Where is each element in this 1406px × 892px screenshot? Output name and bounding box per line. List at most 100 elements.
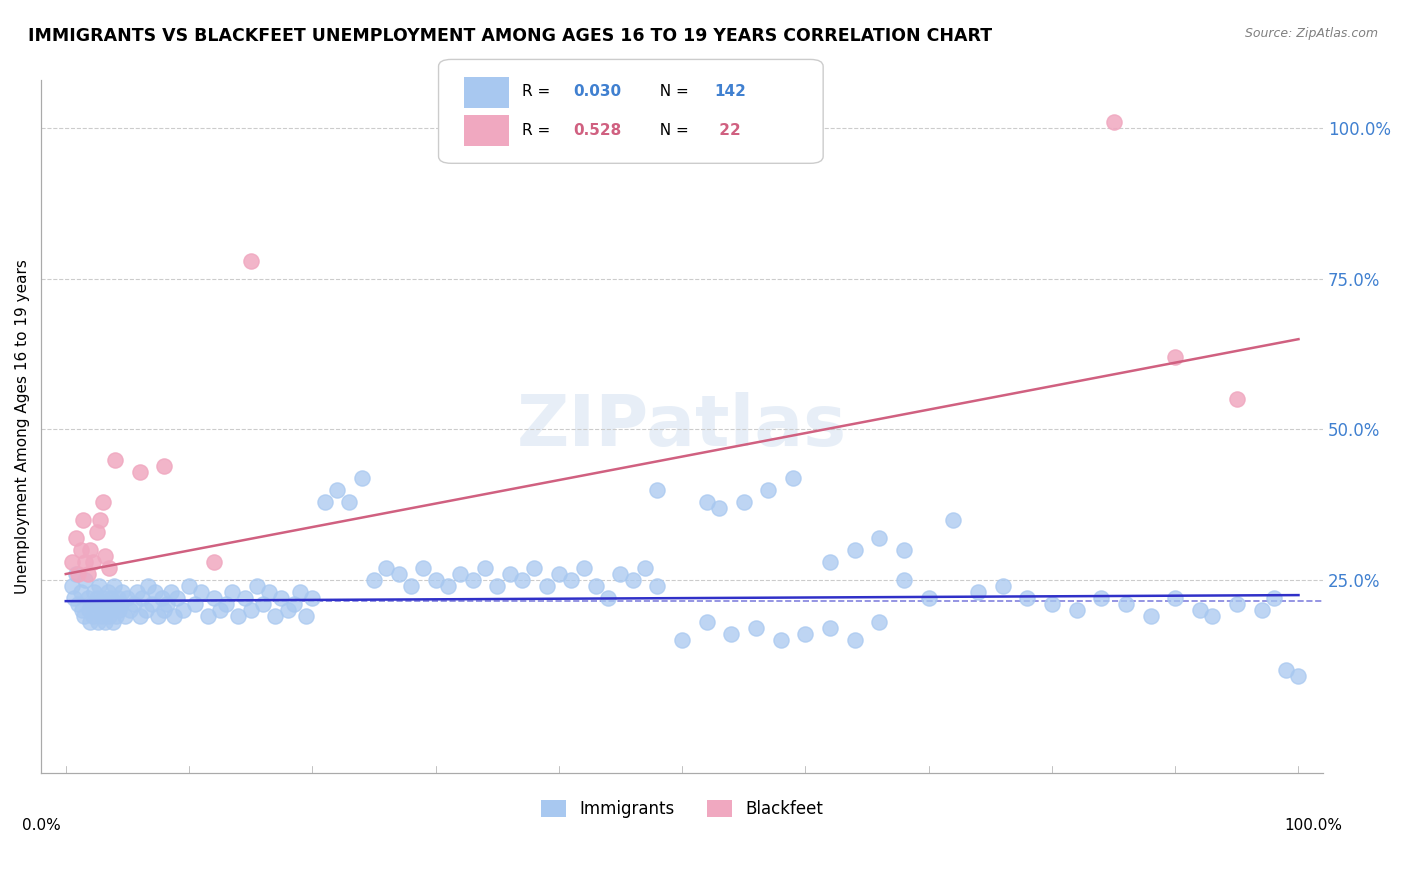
Text: R =: R =: [522, 85, 555, 100]
Point: [425, 573, 447, 587]
Point: [252, 597, 274, 611]
Point: [523, 561, 546, 575]
Text: 0.0%: 0.0%: [22, 818, 60, 833]
Point: [1066, 603, 1088, 617]
Point: [758, 483, 780, 497]
Point: [350, 471, 373, 485]
Point: [647, 483, 669, 497]
Point: [83, 585, 105, 599]
Point: [128, 609, 150, 624]
Point: [128, 465, 150, 479]
Point: [82, 555, 104, 569]
Point: [77, 603, 100, 617]
Point: [1275, 664, 1298, 678]
Point: [295, 609, 318, 624]
Point: [301, 591, 323, 606]
Point: [65, 531, 87, 545]
Point: [94, 549, 117, 563]
Point: [1164, 591, 1187, 606]
Point: [720, 627, 742, 641]
Point: [233, 591, 256, 606]
Point: [283, 597, 305, 611]
Point: [72, 513, 94, 527]
Point: [80, 597, 103, 611]
Text: 142: 142: [714, 85, 747, 100]
Point: [77, 591, 100, 606]
Point: [153, 603, 176, 617]
Point: [536, 579, 558, 593]
Text: 22: 22: [714, 122, 741, 137]
Point: [97, 561, 120, 575]
Point: [60, 555, 83, 569]
Point: [1102, 115, 1125, 129]
Point: [560, 573, 582, 587]
Point: [375, 561, 398, 575]
Y-axis label: Unemployment Among Ages 16 to 19 years: Unemployment Among Ages 16 to 19 years: [15, 259, 30, 594]
Point: [135, 603, 157, 617]
Point: [572, 561, 595, 575]
Point: [197, 609, 219, 624]
Point: [117, 591, 139, 606]
Point: [148, 609, 170, 624]
Point: [87, 579, 110, 593]
Point: [77, 567, 100, 582]
Text: N =: N =: [650, 85, 693, 100]
Point: [75, 573, 97, 587]
Point: [239, 253, 262, 268]
Text: Source: ZipAtlas.com: Source: ZipAtlas.com: [1244, 27, 1378, 40]
Point: [156, 597, 179, 611]
Point: [105, 609, 128, 624]
Point: [143, 585, 166, 599]
Point: [79, 543, 101, 558]
Point: [65, 567, 87, 582]
Point: [818, 555, 841, 569]
Point: [86, 524, 108, 539]
Point: [486, 579, 509, 593]
Point: [221, 585, 243, 599]
Point: [131, 591, 153, 606]
Point: [63, 591, 86, 606]
Point: [868, 531, 890, 545]
Point: [100, 591, 122, 606]
Point: [671, 633, 693, 648]
Point: [585, 579, 607, 593]
Point: [91, 495, 114, 509]
Point: [1226, 392, 1249, 407]
Point: [326, 483, 349, 497]
Point: [104, 452, 127, 467]
Point: [510, 573, 533, 587]
Point: [363, 573, 385, 587]
Point: [707, 500, 730, 515]
Point: [97, 585, 120, 599]
Point: [228, 609, 250, 624]
Point: [257, 585, 280, 599]
Text: 0.030: 0.030: [574, 85, 621, 100]
Point: [387, 567, 409, 582]
Point: [696, 615, 718, 630]
Point: [70, 603, 93, 617]
Point: [314, 495, 336, 509]
Point: [107, 591, 129, 606]
Point: [114, 609, 136, 624]
Point: [794, 627, 817, 641]
Point: [461, 573, 484, 587]
Point: [1090, 591, 1112, 606]
Point: [87, 615, 110, 630]
Point: [91, 591, 114, 606]
Text: ZIPatlas: ZIPatlas: [517, 392, 848, 461]
Point: [90, 609, 112, 624]
Text: 100.0%: 100.0%: [1284, 818, 1343, 833]
Bar: [464, 77, 509, 108]
Point: [270, 591, 292, 606]
Point: [98, 603, 121, 617]
Text: R =: R =: [522, 122, 555, 137]
Point: [69, 585, 91, 599]
Point: [138, 579, 160, 593]
Point: [215, 597, 238, 611]
Point: [208, 603, 231, 617]
Point: [67, 567, 90, 582]
Point: [893, 573, 915, 587]
Point: [67, 597, 90, 611]
Point: [1263, 591, 1285, 606]
Point: [110, 597, 132, 611]
